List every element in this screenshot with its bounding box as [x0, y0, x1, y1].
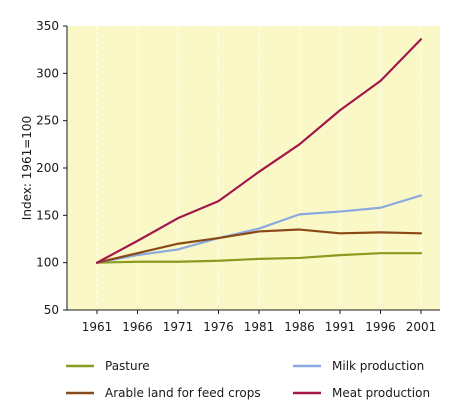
x-tick-label: 1961 [82, 320, 113, 334]
series-line-pasture [95, 252, 423, 264]
series-line-meat-production [95, 38, 423, 264]
legend-item-pasture: Pasture [66, 359, 150, 373]
legend-label: Arable land for feed crops [105, 386, 261, 400]
y-tick-label: 150 [36, 208, 59, 222]
x-tick-label: 1991 [325, 320, 356, 334]
x-tick-label: 1981 [244, 320, 275, 334]
x-tick-label: 1971 [163, 320, 194, 334]
x-tick-label: 1996 [365, 320, 396, 334]
legend-label: Milk production [332, 359, 424, 373]
series-line-arable-land-for-feed-crops [95, 228, 423, 264]
legend: Pasture Milk production Arable land for fe… [66, 359, 430, 400]
axis-layer: 50 100 150 200 250 300 350 1961 1966 1971 1976 1981… [36, 19, 440, 334]
legend-label: Meat production [332, 386, 430, 400]
legend-item-arable-land-for-feed-crops: Arable land for feed crops [66, 386, 261, 400]
y-tick-label: 100 [36, 256, 59, 270]
y-tick-label: 250 [36, 114, 59, 128]
y-tick-label: 350 [36, 19, 59, 33]
legend-item-milk-production: Milk production [293, 359, 424, 373]
x-tick-label: 1966 [122, 320, 153, 334]
y-axis-title: Index: 1961=100 [20, 116, 34, 220]
series-layer [95, 38, 423, 264]
plot-background [67, 26, 440, 310]
legend-item-meat-production: Meat production [293, 386, 430, 400]
x-tick-label: 1976 [203, 320, 234, 334]
y-tick-label: 300 [36, 66, 59, 80]
series-line-milk-production [95, 194, 423, 264]
x-tick-label: 1986 [284, 320, 315, 334]
y-tick-label: 50 [44, 303, 59, 317]
y-tick-label: 200 [36, 161, 59, 175]
legend-label: Pasture [105, 359, 150, 373]
x-tick-label: 2001 [406, 320, 437, 334]
